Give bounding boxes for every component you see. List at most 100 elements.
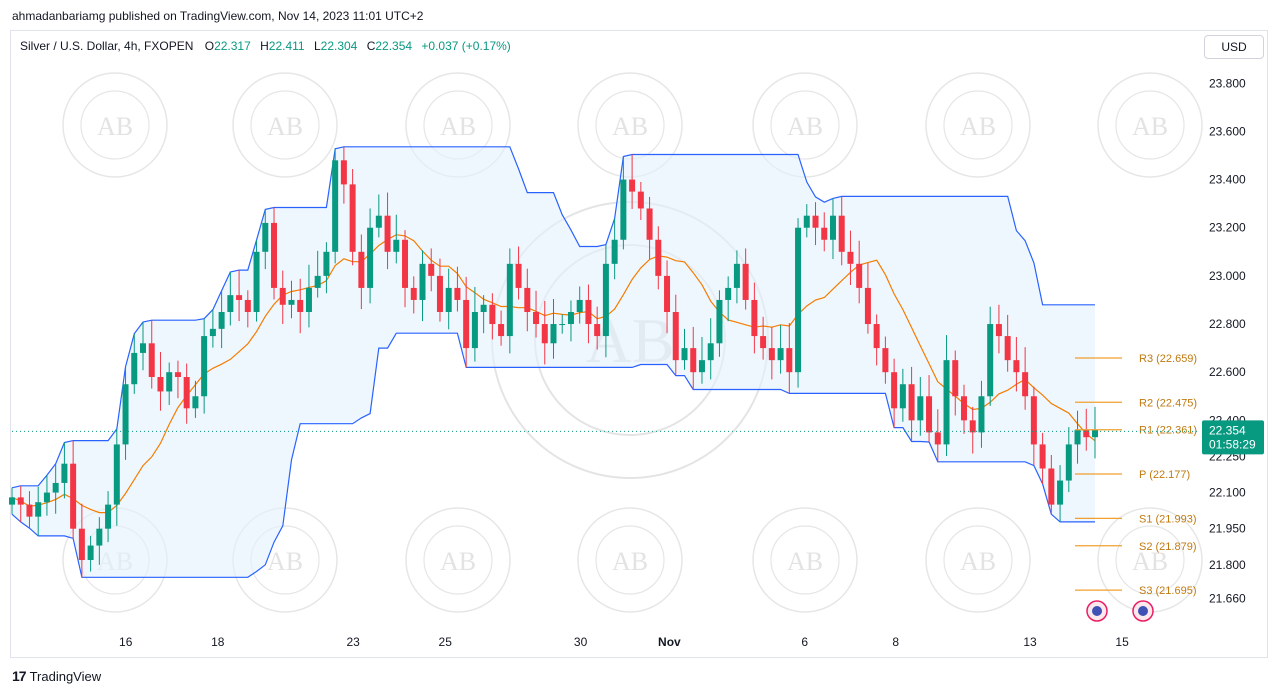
candle-body — [140, 343, 147, 353]
candle-body — [838, 215, 845, 252]
candle — [899, 368, 906, 422]
candle — [96, 517, 103, 565]
candle-body — [489, 304, 496, 325]
y-tick-label: 21.660 — [1209, 592, 1246, 606]
candle — [471, 286, 478, 362]
x-tick-label: 18 — [211, 635, 225, 649]
pivot-label: R1 (22.361) — [1139, 425, 1197, 437]
candle — [768, 326, 775, 380]
candle — [262, 209, 269, 270]
y-tick-label: 22.100 — [1209, 486, 1246, 500]
candle — [698, 337, 705, 384]
candle — [454, 266, 461, 312]
candle — [506, 248, 513, 354]
candle — [533, 290, 540, 338]
watermark-ring — [1097, 72, 1203, 178]
candle-body — [9, 497, 15, 505]
pivot-label: S1 (21.993) — [1139, 513, 1196, 525]
x-axis: 16 18 23 25 30 Nov 6 8 13 15 — [119, 600, 1154, 649]
candle-body — [314, 275, 321, 288]
candle — [838, 196, 845, 266]
x-tick-label: 15 — [1115, 635, 1129, 649]
candle — [707, 318, 714, 380]
x-tick-label: 30 — [574, 635, 588, 649]
candle — [812, 202, 819, 246]
candle-body — [52, 482, 59, 493]
candle — [1039, 432, 1046, 484]
x-tick-label: 23 — [346, 635, 360, 649]
candle-body — [419, 263, 426, 300]
candle — [279, 270, 286, 325]
watermark-letters: AB — [960, 112, 996, 141]
candle-body — [751, 299, 758, 337]
candle-body — [611, 239, 618, 264]
watermark-letters: AB — [1132, 112, 1168, 141]
candle-body — [192, 396, 199, 409]
change-value: +0.037 (+0.17%) — [421, 39, 511, 53]
candle — [463, 276, 470, 368]
candle-body — [271, 222, 278, 288]
us-flag-event-icon-inner — [1092, 606, 1102, 616]
candle — [559, 314, 566, 334]
candle — [1048, 455, 1055, 515]
candle-body — [917, 396, 924, 421]
footer-brand: TradingView — [29, 668, 102, 684]
candle-body — [393, 239, 400, 252]
candle-body — [1074, 429, 1081, 445]
candle — [873, 314, 880, 366]
currency-button[interactable]: USD — [1204, 35, 1264, 59]
candle-body — [402, 239, 409, 288]
candle-body — [113, 444, 120, 505]
channel-layer — [11, 146, 1096, 578]
y-tick-label: 23.600 — [1209, 124, 1246, 138]
candle-body — [733, 263, 740, 288]
candle — [550, 298, 557, 359]
candle — [384, 192, 391, 270]
candle — [524, 268, 531, 332]
candle-body — [340, 160, 347, 185]
candle-body — [515, 263, 522, 288]
candle-body — [375, 215, 382, 228]
candle — [367, 208, 374, 304]
candle — [297, 278, 304, 334]
candle-body — [646, 208, 653, 240]
candle-body — [637, 191, 644, 209]
candle-body — [244, 299, 251, 312]
channel-fill — [12, 146, 1095, 578]
candle-body — [1083, 429, 1090, 438]
candle — [349, 168, 356, 266]
candle-body — [1048, 468, 1055, 505]
candle-body — [864, 287, 871, 325]
candle — [87, 535, 94, 572]
candle-body — [410, 287, 417, 300]
candle — [1013, 337, 1020, 392]
candle — [393, 214, 400, 264]
candle-body — [174, 372, 181, 378]
candle — [314, 250, 321, 298]
candle — [288, 280, 295, 319]
candle — [174, 360, 181, 399]
y-tick-label: 23.400 — [1209, 173, 1246, 187]
footer: 17 TradingView — [12, 668, 101, 684]
candle — [218, 290, 225, 349]
high-value: 22.411 — [268, 39, 305, 53]
candle — [952, 350, 959, 416]
x-tick-label: 8 — [892, 635, 899, 649]
candle — [61, 442, 68, 499]
watermark-ring — [577, 507, 683, 613]
candle-body — [873, 324, 880, 349]
candle — [192, 380, 199, 418]
candle — [201, 318, 208, 414]
candle-body — [969, 420, 976, 433]
x-tick-label: 16 — [119, 635, 133, 649]
pivot-label: P (22.177) — [1139, 469, 1190, 481]
candle — [829, 198, 836, 260]
candle — [960, 384, 967, 434]
watermark-ring — [943, 90, 1013, 160]
candle-body — [550, 324, 557, 344]
candle — [803, 204, 810, 238]
candle — [725, 276, 732, 322]
candle-body — [78, 528, 85, 560]
candle — [1004, 314, 1011, 372]
